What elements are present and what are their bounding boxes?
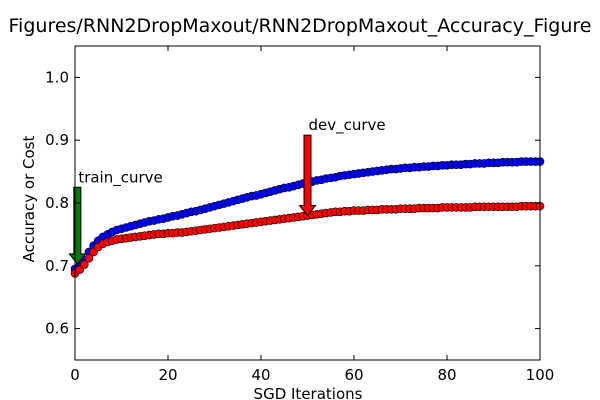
annotation-label: train_curve bbox=[78, 168, 162, 187]
y-tick-label: 1.0 bbox=[45, 68, 69, 86]
tick-layer: 0 20 40 60 80 100 0.6 0.7 0.8 0.9 1.0 bbox=[45, 46, 554, 384]
y-tick-label: 0.8 bbox=[45, 194, 69, 212]
y-axis-label: Accuracy or Cost bbox=[20, 136, 38, 263]
x-tick-label: 100 bbox=[526, 366, 555, 384]
annotation-layer: train_curve dev_curve bbox=[68, 116, 386, 265]
x-tick-label: 20 bbox=[158, 366, 177, 384]
data-point bbox=[84, 253, 94, 263]
chart-title: Figures/RNN2DropMaxout/RNN2DropMaxout_Ac… bbox=[9, 15, 592, 37]
annotation-label: dev_curve bbox=[309, 116, 386, 135]
x-tick-label: 40 bbox=[251, 366, 270, 384]
x-tick-label: 80 bbox=[437, 366, 456, 384]
data-point bbox=[80, 260, 89, 269]
annotation-1: dev_curve bbox=[298, 116, 386, 217]
x-tick-label: 60 bbox=[344, 366, 363, 384]
annotation-0: train_curve bbox=[68, 168, 163, 265]
y-tick-label: 0.9 bbox=[45, 131, 69, 149]
annotation-arrow bbox=[298, 134, 317, 217]
y-tick-label: 0.7 bbox=[45, 257, 69, 275]
annotation-arrow bbox=[68, 186, 87, 265]
x-axis-label: SGD Iterations bbox=[254, 385, 363, 400]
x-tick-label: 0 bbox=[70, 366, 80, 384]
y-tick-label: 0.6 bbox=[45, 320, 69, 338]
